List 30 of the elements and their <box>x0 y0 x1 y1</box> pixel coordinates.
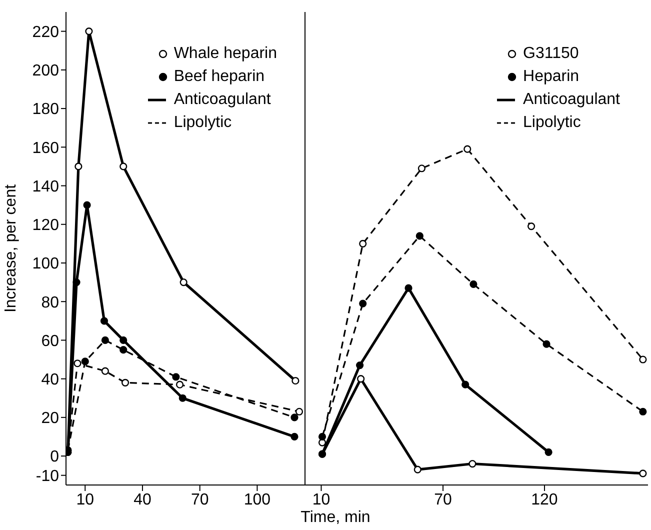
y-tick-label: 80 <box>41 294 60 312</box>
y-tick-label: 40 <box>41 371 60 388</box>
y-tick-label: -10 <box>36 468 60 486</box>
annotation: Lipolytic <box>174 113 232 133</box>
legend-label: Beef heparin <box>174 67 265 87</box>
y-tick-label: 20 <box>41 410 60 428</box>
y-tick-label: 200 <box>32 62 60 80</box>
y-tick-label: 120 <box>32 217 60 234</box>
y-tick-label: 160 <box>32 140 60 157</box>
legend-label: Heparin <box>523 67 580 87</box>
x-tick-label: 120 <box>531 491 558 508</box>
y-tick-label: 0 <box>50 448 60 466</box>
y-axis-title: Increase, per cent <box>2 184 20 313</box>
legend-label: G31150 <box>523 44 579 64</box>
y-tick-label: 220 <box>32 24 60 41</box>
x-tick-label: 100 <box>244 491 271 508</box>
x-tick-label: 10 <box>76 491 94 508</box>
y-tick-label: 140 <box>32 178 60 196</box>
y-tick-label: 60 <box>41 332 60 350</box>
y-tick-label: 180 <box>32 101 60 118</box>
x-tick-label: 70 <box>434 491 452 508</box>
annotation: Anticoagulant <box>523 90 620 110</box>
x-tick-label: 70 <box>190 491 209 508</box>
annotation: Anticoagulant <box>174 90 271 110</box>
x-tick-label: 40 <box>134 491 152 508</box>
x-axis-title: Time, min <box>300 508 372 528</box>
y-tick-label: 100 <box>32 256 60 273</box>
x-tick-label: 10 <box>312 491 330 508</box>
legend-label: Whale heparin <box>174 44 277 64</box>
annotation: Lipolytic <box>523 113 581 133</box>
